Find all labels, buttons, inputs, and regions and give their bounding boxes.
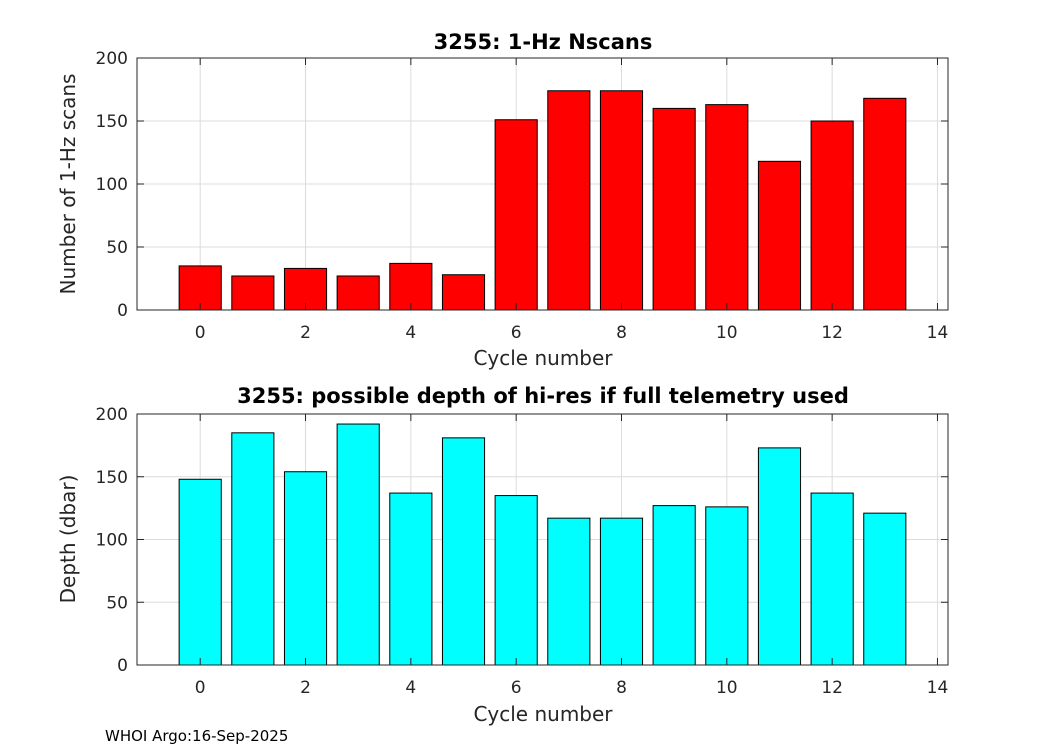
bar-cycle-12 <box>810 492 854 666</box>
x-axis-label: Cycle number <box>473 346 613 370</box>
bar-cycle-11 <box>757 160 802 311</box>
x-tick-label: 14 <box>927 323 949 343</box>
bar-cycle-10 <box>705 104 749 311</box>
x-tick-label: 14 <box>927 678 949 698</box>
y-tick-label: 0 <box>117 656 128 676</box>
bar-cycle-3 <box>336 275 380 311</box>
x-tick-label: 0 <box>195 323 206 343</box>
bar-cycle-9 <box>652 107 696 311</box>
x-tick-label: 0 <box>195 678 206 698</box>
plot-area: 0 2 4 6 8 10 12 14 0 50 100 150 200 <box>96 49 949 343</box>
y-tick-label: 50 <box>106 238 128 258</box>
bar-cycle-6 <box>494 119 538 311</box>
bar-cycle-4 <box>389 492 433 666</box>
y-tick-label: 0 <box>117 301 128 321</box>
bar-cycle-7 <box>547 517 591 666</box>
bar-cycle-1 <box>231 432 275 666</box>
bar-cycle-9 <box>652 505 696 666</box>
bar-cycle-0 <box>178 478 222 666</box>
x-tick-label: 8 <box>616 323 627 343</box>
bar-cycle-10 <box>705 506 749 666</box>
bar-cycle-2 <box>283 471 328 666</box>
bar-cycle-8 <box>599 517 644 666</box>
y-tick-label: 100 <box>96 531 128 551</box>
x-tick-label: 2 <box>300 323 311 343</box>
bar-cycle-1 <box>231 275 275 311</box>
y-tick-label: 200 <box>96 405 128 425</box>
x-axis-label: Cycle number <box>473 702 613 726</box>
bar-cycle-5 <box>441 437 486 666</box>
y-tick-label: 150 <box>96 112 128 132</box>
y-tick-label: 100 <box>96 175 128 195</box>
bar-cycle-11 <box>757 447 802 666</box>
x-tick-label: 6 <box>511 323 522 343</box>
y-tick-label: 50 <box>106 593 128 613</box>
bar-cycle-7 <box>547 90 591 311</box>
y-axis-label: Number of 1-Hz scans <box>56 74 80 295</box>
footer-credit: WHOI Argo:16-Sep-2025 <box>105 727 288 745</box>
bar-cycle-13 <box>863 97 907 311</box>
bar-cycle-12 <box>810 120 854 311</box>
bar-cycle-0 <box>178 265 222 311</box>
y-tick-label: 150 <box>96 468 128 488</box>
x-tick-label: 2 <box>300 678 311 698</box>
plot-area: 0 2 4 6 8 10 12 14 0 50 100 150 200 <box>96 405 949 698</box>
x-tick-label: 6 <box>511 678 522 698</box>
bar-cycle-3 <box>336 423 380 666</box>
y-axis-label: Depth (dbar) <box>56 475 80 604</box>
bar-cycle-13 <box>863 512 907 666</box>
chart-panel-nscans: 3255: 1-Hz Nscans Cycle number Number of… <box>56 30 949 370</box>
y-tick-label: 200 <box>96 49 128 69</box>
bar-cycle-5 <box>441 274 486 311</box>
chart-panel-depth: 3255: possible depth of hi-res if full t… <box>56 384 949 726</box>
x-tick-label: 10 <box>716 323 738 343</box>
bar-cycle-8 <box>599 90 644 311</box>
x-tick-label: 8 <box>616 678 627 698</box>
x-tick-label: 10 <box>716 678 738 698</box>
chart-title: 3255: possible depth of hi-res if full t… <box>237 384 849 408</box>
x-tick-label: 12 <box>821 323 843 343</box>
bar-cycle-4 <box>389 262 433 311</box>
x-tick-label: 12 <box>821 678 843 698</box>
x-tick-label: 4 <box>405 323 416 343</box>
x-tick-label: 4 <box>405 678 416 698</box>
bar-cycle-6 <box>494 495 538 666</box>
chart-title: 3255: 1-Hz Nscans <box>434 30 653 54</box>
